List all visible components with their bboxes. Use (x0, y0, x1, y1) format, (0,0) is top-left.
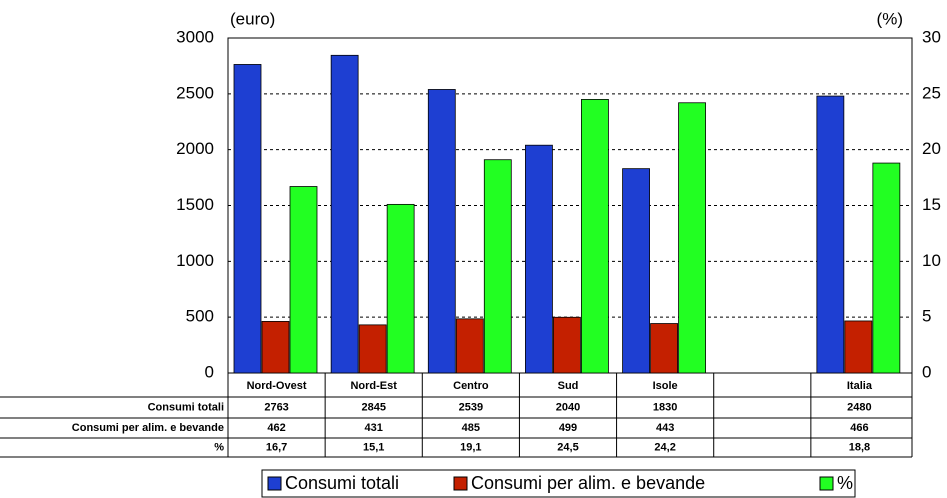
bar (330, 54, 359, 374)
y2-tick-label: 25 (922, 83, 941, 102)
table-cell: 16,7 (266, 441, 287, 453)
legend-label: Consumi per alim. e bevande (471, 473, 705, 493)
x-tick-label: Sud (558, 380, 579, 392)
table-cell: 431 (365, 422, 383, 434)
y-tick-label: 500 (186, 307, 214, 326)
legend-box (261, 469, 856, 498)
bar (622, 168, 650, 374)
y2-tick-label: 30 (922, 27, 941, 46)
table-row-label: Consumi per alim. e bevande (72, 422, 224, 434)
bar (483, 159, 512, 374)
table-cell: 24,5 (557, 441, 578, 453)
y-tick-label: 2500 (176, 83, 214, 102)
bar (553, 316, 581, 374)
table-cell: 2040 (556, 401, 580, 413)
bar (678, 102, 706, 374)
table-cell: 2480 (847, 401, 871, 413)
table-row-label: Consumi totali (148, 401, 224, 413)
bar (261, 321, 290, 374)
table-cell: 19,1 (460, 441, 481, 453)
x-tick-label: Nord-Ovest (247, 380, 307, 392)
bar (581, 99, 609, 374)
y-tick-label: 2000 (176, 139, 214, 158)
y2-tick-label: 5 (922, 307, 931, 326)
table-cell: 466 (850, 422, 868, 434)
bar (427, 89, 456, 374)
y2-tick-label: 20 (922, 139, 941, 158)
bar (844, 320, 873, 374)
x-tick-label: Nord-Est (350, 380, 397, 392)
bar (525, 144, 553, 374)
table-cell: 2845 (361, 401, 385, 413)
y-tick-label: 3000 (176, 27, 214, 46)
x-tick-label: Italia (847, 380, 873, 392)
table-row-label: % (214, 441, 224, 453)
legend-label: Consumi totali (285, 473, 399, 493)
table-cell: 462 (267, 422, 285, 434)
y2-unit: (%) (877, 9, 903, 28)
y-tick-label: 1500 (176, 195, 214, 214)
y-tick-label: 0 (205, 362, 214, 381)
y2-tick-label: 15 (922, 195, 941, 214)
bar (872, 162, 901, 374)
table-cell: 24,2 (654, 441, 675, 453)
table-cell: 18,8 (849, 441, 870, 453)
y-tick-label: 1000 (176, 251, 214, 270)
table-cell: 15,1 (363, 441, 384, 453)
table-cell: 499 (559, 422, 577, 434)
bar (289, 186, 318, 374)
legend-label: % (837, 473, 853, 493)
table-cell: 2539 (459, 401, 483, 413)
legend-swatch (453, 476, 468, 491)
bar (650, 323, 678, 374)
legend-swatch (819, 476, 834, 491)
x-tick-label: Isole (653, 380, 678, 392)
bar (233, 64, 262, 374)
bar (358, 324, 387, 374)
x-tick-label: Centro (453, 380, 489, 392)
y2-tick-label: 0 (922, 362, 931, 381)
bar (816, 95, 845, 374)
table-cell: 1830 (653, 401, 677, 413)
bar (455, 318, 484, 374)
legend-swatch (267, 476, 282, 491)
table-cell: 2763 (264, 401, 288, 413)
y2-tick-label: 10 (922, 251, 941, 270)
y-unit: (euro) (230, 9, 275, 28)
table-cell: 443 (656, 422, 674, 434)
bar (386, 203, 415, 374)
table-cell: 485 (462, 422, 480, 434)
